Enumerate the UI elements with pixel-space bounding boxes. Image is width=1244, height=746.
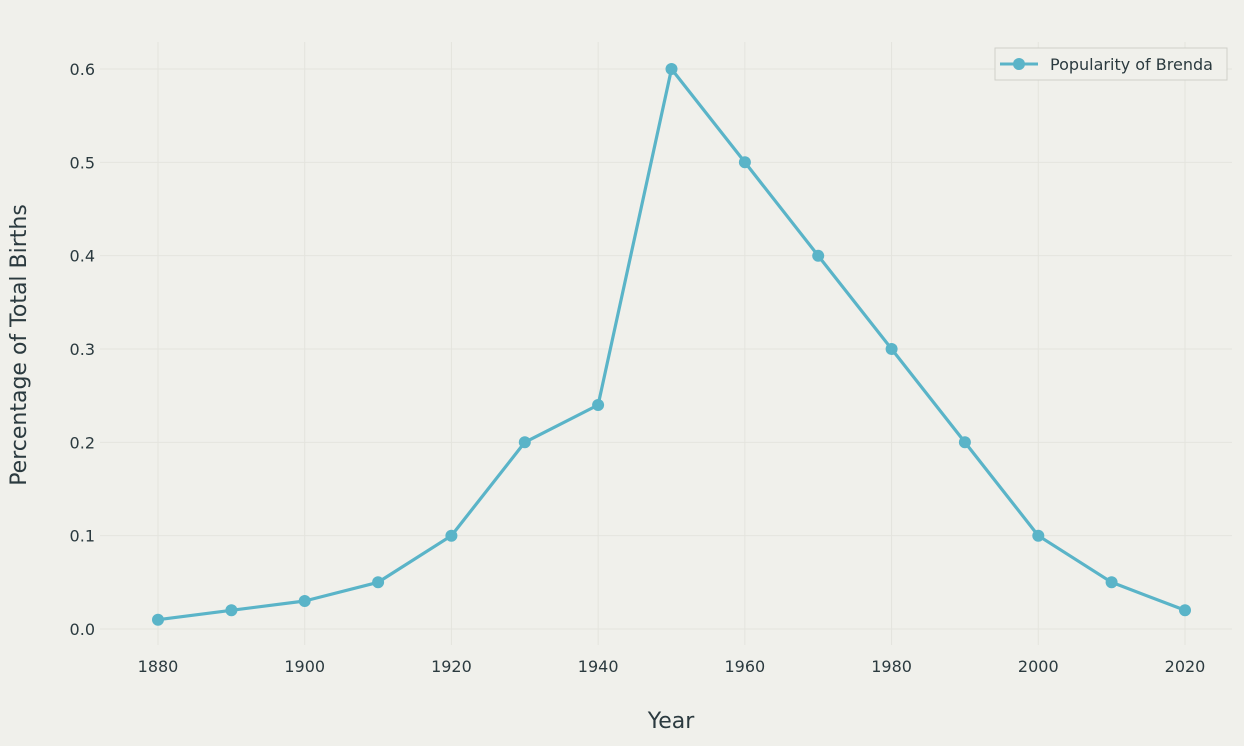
x-axis-ticks: 1880 1900 1920 1940 1960 1980 2000 2020 [138, 657, 1206, 676]
data-point [812, 249, 825, 262]
x-tick-label: 2000 [1018, 657, 1059, 676]
y-tick-label: 0.2 [70, 433, 95, 452]
y-tick-label: 0.5 [70, 153, 95, 172]
y-tick-label: 0.1 [70, 527, 95, 546]
series-layer [152, 63, 1191, 626]
data-point [1179, 604, 1191, 617]
x-tick-label: 1960 [724, 657, 765, 676]
x-tick-label: 1900 [284, 657, 325, 676]
x-tick-label: 1920 [431, 657, 472, 676]
data-point [665, 63, 678, 75]
y-tick-label: 0.3 [70, 340, 95, 359]
data-point [298, 595, 311, 607]
y-tick-label: 0.0 [70, 620, 95, 639]
y-tick-label: 0.4 [70, 247, 95, 266]
legend-label: Popularity of Brenda [1050, 55, 1213, 74]
data-point [1105, 576, 1118, 589]
legend-marker [1013, 58, 1025, 70]
data-point [958, 436, 971, 449]
data-point [152, 613, 164, 626]
x-tick-label: 1880 [138, 657, 179, 676]
y-axis-title: Percentage of Total Births [7, 204, 32, 486]
y-axis-ticks: 0.0 0.1 0.2 0.3 0.4 0.5 0.6 [70, 60, 95, 639]
x-tick-label: 1980 [871, 657, 912, 676]
data-point [372, 576, 385, 589]
data-point [225, 604, 238, 617]
x-axis-title: Year [647, 709, 696, 734]
data-point [518, 436, 531, 449]
data-point [738, 156, 751, 169]
data-point [885, 343, 898, 355]
legend: Popularity of Brenda [994, 47, 1228, 81]
y-tick-label: 0.6 [70, 60, 95, 79]
data-point [445, 529, 458, 542]
data-point [1032, 529, 1045, 542]
x-tick-label: 1940 [578, 657, 619, 676]
data-point [592, 399, 605, 411]
x-tick-label: 2020 [1165, 657, 1206, 676]
